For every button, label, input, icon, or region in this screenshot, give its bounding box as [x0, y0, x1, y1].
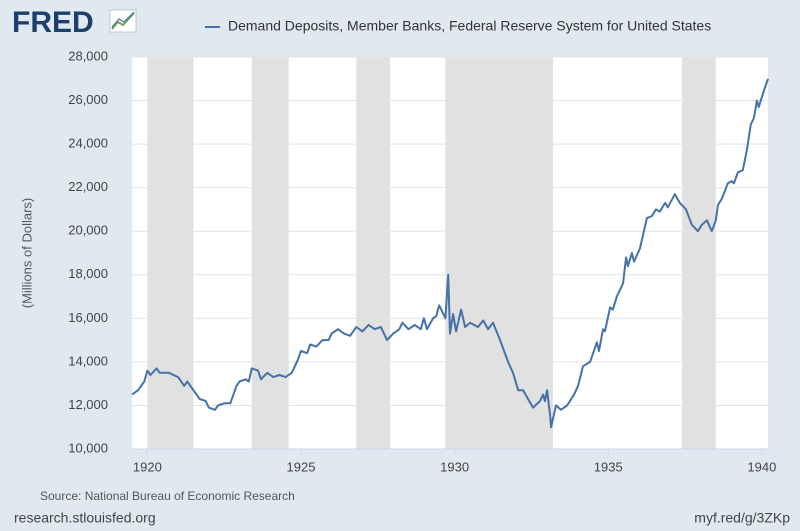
y-tick-label: 24,000	[68, 136, 108, 151]
x-tick-label: 1925	[287, 459, 316, 474]
y-tick-label: 14,000	[68, 353, 108, 368]
y-tick-label: 12,000	[68, 397, 108, 412]
y-axis-label: (Millions of Dollars)	[19, 198, 34, 309]
recession-band	[356, 57, 391, 449]
recession-band	[445, 57, 553, 449]
legend-label: Demand Deposits, Member Banks, Federal R…	[228, 18, 711, 34]
logo: FRED	[12, 6, 94, 39]
y-tick-label: 28,000	[68, 48, 108, 63]
y-tick-label: 16,000	[68, 310, 108, 325]
y-tick-label: 18,000	[68, 266, 108, 281]
x-tick-label: 1930	[440, 459, 469, 474]
x-tick-label: 1940	[747, 459, 776, 474]
y-tick-label: 26,000	[68, 92, 108, 107]
y-tick-label: 22,000	[68, 179, 108, 194]
recession-band	[251, 57, 289, 449]
recession-band	[147, 57, 194, 449]
x-tick-label: 1920	[133, 459, 162, 474]
logo-icon	[109, 9, 137, 33]
source: Source: National Bureau of Economic Rese…	[40, 489, 295, 503]
series-line	[131, 78, 769, 429]
recession-band	[681, 57, 716, 449]
x-tick-label: 1935	[594, 459, 623, 474]
footer-left: research.stlouisfed.org	[14, 510, 156, 526]
y-tick-label: 10,000	[68, 440, 108, 455]
y-tick-label: 20,000	[68, 223, 108, 238]
footer-right: myf.red/g/3ZKp	[694, 510, 790, 526]
